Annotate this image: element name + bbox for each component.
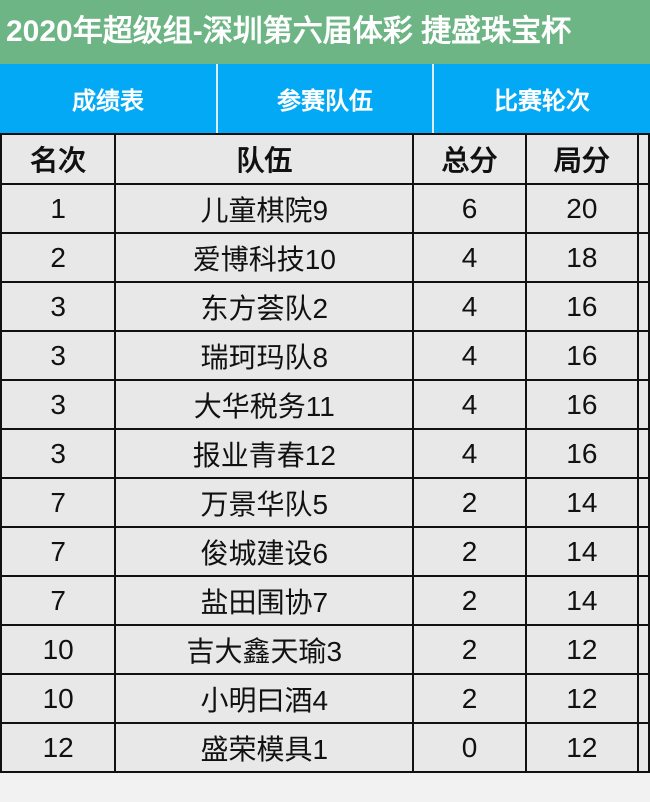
cell-rank: 3 xyxy=(0,330,117,381)
cell-extra xyxy=(637,575,650,626)
cell-team: 大华税务11 xyxy=(114,379,415,430)
cell-extra xyxy=(637,232,650,283)
table-row[interactable]: 3 大华税务11 4 16 xyxy=(0,379,650,430)
table-row[interactable]: 7 万景华队5 2 14 xyxy=(0,477,650,528)
table-row[interactable]: 3 瑞珂玛队8 4 16 xyxy=(0,330,650,381)
table-row[interactable]: 7 盐田围协7 2 14 xyxy=(0,575,650,626)
tab-bar: 成绩表 参赛队伍 比赛轮次 xyxy=(0,64,650,133)
header-total-points: 总分 xyxy=(412,133,527,185)
header-rank: 名次 xyxy=(0,133,117,185)
table-row[interactable]: 7 俊城建设6 2 14 xyxy=(0,526,650,577)
table-row[interactable]: 1 儿童棋院9 6 20 xyxy=(0,183,650,234)
cell-game-points: 16 xyxy=(524,428,640,479)
cell-team: 盛荣模具1 xyxy=(114,722,415,773)
tab-results[interactable]: 成绩表 xyxy=(0,64,218,133)
cell-rank: 2 xyxy=(0,232,117,283)
cell-team: 瑞珂玛队8 xyxy=(114,330,415,381)
cell-game-points: 12 xyxy=(524,624,640,675)
cell-extra xyxy=(637,183,650,234)
standings-table: 名次 队伍 总分 局分 1 儿童棋院9 6 20 2 爱博科技10 4 18 3 东方荟队2 4 16… xyxy=(0,133,650,773)
cell-game-points: 16 xyxy=(524,281,640,332)
cell-rank: 7 xyxy=(0,526,117,577)
table-row[interactable]: 10 小明曰酒4 2 12 xyxy=(0,673,650,724)
tab-rounds[interactable]: 比赛轮次 xyxy=(494,88,590,115)
cell-extra xyxy=(637,428,650,479)
cell-rank: 10 xyxy=(0,673,117,724)
cell-team: 吉大鑫天瑜3 xyxy=(114,624,415,675)
cell-game-points: 12 xyxy=(524,722,640,773)
cell-team: 俊城建设6 xyxy=(114,526,415,577)
cell-total-points: 4 xyxy=(412,232,527,283)
cell-rank: 7 xyxy=(0,477,117,528)
table-row[interactable]: 3 报业青春12 4 16 xyxy=(0,428,650,479)
cell-game-points: 14 xyxy=(524,526,640,577)
table-row[interactable]: 12 盛荣模具1 0 12 xyxy=(0,722,650,773)
cell-game-points: 16 xyxy=(524,379,640,430)
cell-total-points: 2 xyxy=(412,624,527,675)
table-row[interactable]: 2 爱博科技10 4 18 xyxy=(0,232,650,283)
cell-rank: 7 xyxy=(0,575,117,626)
tab-teams[interactable]: 参赛队伍 xyxy=(218,64,434,133)
cell-rank: 3 xyxy=(0,281,117,332)
cell-total-points: 2 xyxy=(412,575,527,626)
cell-game-points: 18 xyxy=(524,232,640,283)
cell-team: 报业青春12 xyxy=(114,428,415,479)
cell-extra xyxy=(637,624,650,675)
cell-extra xyxy=(637,477,650,528)
table-row[interactable]: 3 东方荟队2 4 16 xyxy=(0,281,650,332)
cell-extra xyxy=(637,722,650,773)
cell-total-points: 6 xyxy=(412,183,527,234)
cell-total-points: 2 xyxy=(412,477,527,528)
cell-total-points: 4 xyxy=(412,428,527,479)
cell-total-points: 2 xyxy=(412,526,527,577)
cell-total-points: 0 xyxy=(412,722,527,773)
table-header-row: 名次 队伍 总分 局分 xyxy=(0,133,650,185)
cell-team: 盐田围协7 xyxy=(114,575,415,626)
cell-game-points: 14 xyxy=(524,477,640,528)
cell-rank: 10 xyxy=(0,624,117,675)
cell-extra xyxy=(637,379,650,430)
cell-team: 爱博科技10 xyxy=(114,232,415,283)
page-title: 2020年超级组-深圳第六届体彩 捷盛珠宝杯 xyxy=(0,0,650,64)
header-game-points: 局分 xyxy=(524,133,640,185)
cell-team: 儿童棋院9 xyxy=(114,183,415,234)
cell-rank: 3 xyxy=(0,428,117,479)
cell-rank: 12 xyxy=(0,722,117,773)
cell-extra xyxy=(637,526,650,577)
cell-total-points: 4 xyxy=(412,379,527,430)
cell-rank: 1 xyxy=(0,183,117,234)
cell-team: 万景华队5 xyxy=(114,477,415,528)
cell-game-points: 20 xyxy=(524,183,640,234)
cell-game-points: 12 xyxy=(524,673,640,724)
header-team: 队伍 xyxy=(114,133,415,185)
table-row[interactable]: 10 吉大鑫天瑜3 2 12 xyxy=(0,624,650,675)
cell-game-points: 14 xyxy=(524,575,640,626)
cell-total-points: 2 xyxy=(412,673,527,724)
cell-total-points: 4 xyxy=(412,281,527,332)
cell-extra xyxy=(637,330,650,381)
cell-extra xyxy=(637,673,650,724)
cell-extra xyxy=(637,281,650,332)
header-extra xyxy=(637,133,650,185)
cell-total-points: 4 xyxy=(412,330,527,381)
cell-game-points: 16 xyxy=(524,330,640,381)
cell-rank: 3 xyxy=(0,379,117,430)
cell-team: 小明曰酒4 xyxy=(114,673,415,724)
cell-team: 东方荟队2 xyxy=(114,281,415,332)
